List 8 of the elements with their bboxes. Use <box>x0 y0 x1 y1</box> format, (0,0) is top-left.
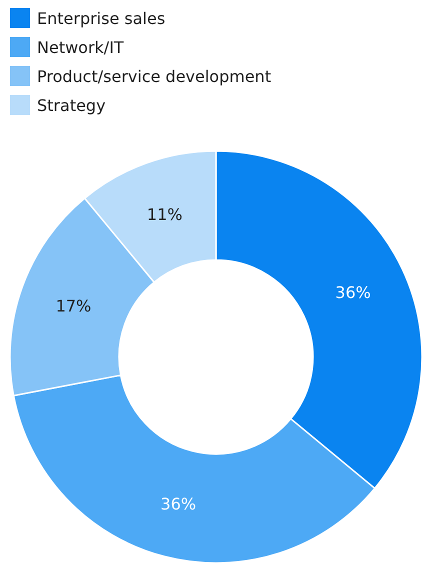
legend-label: Network/IT <box>37 38 124 57</box>
legend-label: Enterprise sales <box>37 9 166 28</box>
data-label: 36% <box>335 283 371 302</box>
data-label: 11% <box>146 205 182 224</box>
data-label: 17% <box>56 296 92 316</box>
data-label: 36% <box>160 494 196 514</box>
legend-label: Product/service development <box>37 67 272 86</box>
legend-label: Strategy <box>37 96 106 115</box>
